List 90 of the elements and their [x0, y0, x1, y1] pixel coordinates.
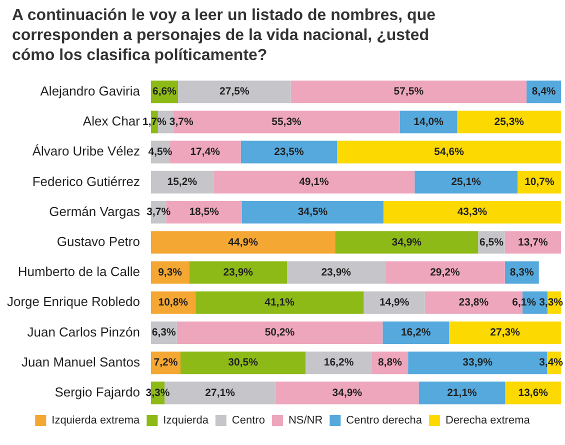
y-tick-label: Jorge Enrique Robledo [6, 294, 140, 310]
data-label: 23,8% [458, 296, 490, 309]
data-label: 8,3% [510, 266, 534, 278]
data-label: 49,1% [299, 176, 330, 188]
bar [178, 80, 291, 104]
bar [195, 291, 364, 314]
data-label: 8,4% [532, 86, 556, 98]
data-label: 16,2% [400, 326, 432, 339]
data-label: 13,7% [518, 236, 548, 248]
y-tick-label: Juan Manuel Santos [21, 354, 140, 370]
data-label: 14,9% [379, 296, 410, 309]
data-label: 25,1% [451, 176, 482, 188]
data-label: 21,1% [447, 386, 478, 399]
bar [240, 140, 338, 164]
data-label: 34,9% [392, 236, 422, 248]
data-label: 57,5% [394, 86, 424, 98]
bar [504, 231, 561, 254]
data-label: 16,2% [324, 356, 354, 369]
data-label: 3,7% [146, 206, 172, 218]
data-label: 25,3% [494, 116, 525, 128]
data-label: 33,9% [462, 356, 494, 369]
data-label: 18,5% [189, 206, 220, 218]
y-tick-label: Alejandro Gaviria [40, 83, 141, 98]
data-label: 15,2% [167, 176, 198, 188]
data-label: 6,5% [480, 236, 504, 248]
data-label: 9,3% [158, 266, 183, 278]
data-label: 23,5% [274, 146, 304, 158]
y-tick-label: Sergio Fajardo [54, 384, 140, 400]
bar [176, 321, 383, 344]
bar [400, 110, 458, 134]
data-label: 10,8% [158, 296, 189, 309]
data-label: 34,5% [298, 206, 328, 218]
chart-title: A continuación le voy a leer un listado de nombres, que corresponden a personajes de la vida nacional, ¿usted cómo los clasifica políticamente? [12, 6, 436, 66]
data-label: 13,6% [518, 386, 549, 399]
bar [213, 170, 415, 194]
data-label: 3,7% [169, 116, 194, 128]
data-label: 6,6% [152, 86, 178, 98]
data-label: 54,6% [434, 146, 465, 158]
data-label: 27,3% [490, 326, 521, 339]
bar [189, 261, 288, 284]
data-label: 23,9% [223, 266, 254, 278]
legend-label: Centro derecha [346, 414, 423, 427]
y-tick-label: Humberto de la Calle [18, 264, 140, 280]
bar [414, 170, 518, 194]
legend-label: Izquierda [163, 414, 210, 427]
data-label: 14,0% [414, 116, 444, 128]
bar [150, 231, 336, 254]
data-label: 6,3% [152, 326, 177, 339]
y-tick-label: Alex Char [82, 114, 141, 129]
bar [449, 321, 561, 344]
data-label: 41,1% [264, 296, 296, 309]
bar [364, 291, 425, 314]
bar [150, 170, 214, 194]
data-label: 44,9% [228, 236, 259, 248]
bar [335, 231, 478, 254]
y-tick-label: Federico Gutiérrez [32, 174, 140, 189]
data-label: 4,5% [148, 146, 173, 158]
data-label: 30,5% [228, 356, 259, 369]
data-label: 27,1% [205, 386, 236, 399]
bar [457, 110, 561, 134]
data-label: 34,9% [332, 386, 363, 399]
y-tick-label: Juan Carlos Pinzón [27, 324, 140, 340]
y-tick-label: Germán Vargas [49, 204, 140, 219]
bar [382, 321, 450, 344]
bar [383, 201, 561, 224]
data-label: 17,4% [190, 146, 221, 158]
bar [418, 382, 506, 404]
data-label: 10,7% [524, 176, 556, 188]
y-tick-label: Gustavo Petro [56, 234, 140, 249]
legend-label: Izquierda extrema [52, 414, 141, 427]
data-label: 8,8% [378, 356, 403, 369]
data-label: 55,3% [272, 116, 302, 128]
legend-label: Centro [232, 414, 265, 427]
data-label: 29,2% [430, 266, 461, 278]
bar [180, 352, 306, 374]
data-label: 23,9% [321, 266, 352, 278]
bar [276, 382, 419, 404]
bar [306, 352, 372, 374]
bar [290, 80, 527, 104]
data-label: 50,2% [264, 326, 296, 339]
data-label: 7,2% [154, 356, 178, 369]
bar [385, 261, 505, 284]
bar [287, 261, 386, 284]
data-label: 43,3% [457, 206, 488, 218]
bar [337, 140, 561, 164]
bar [242, 201, 384, 224]
legend-label: NS/NR [288, 414, 323, 427]
data-label: 27,5% [220, 86, 250, 98]
legend-label: Derecha extrema [445, 414, 531, 427]
y-tick-label: Álvaro Uribe Vélez [32, 144, 140, 159]
